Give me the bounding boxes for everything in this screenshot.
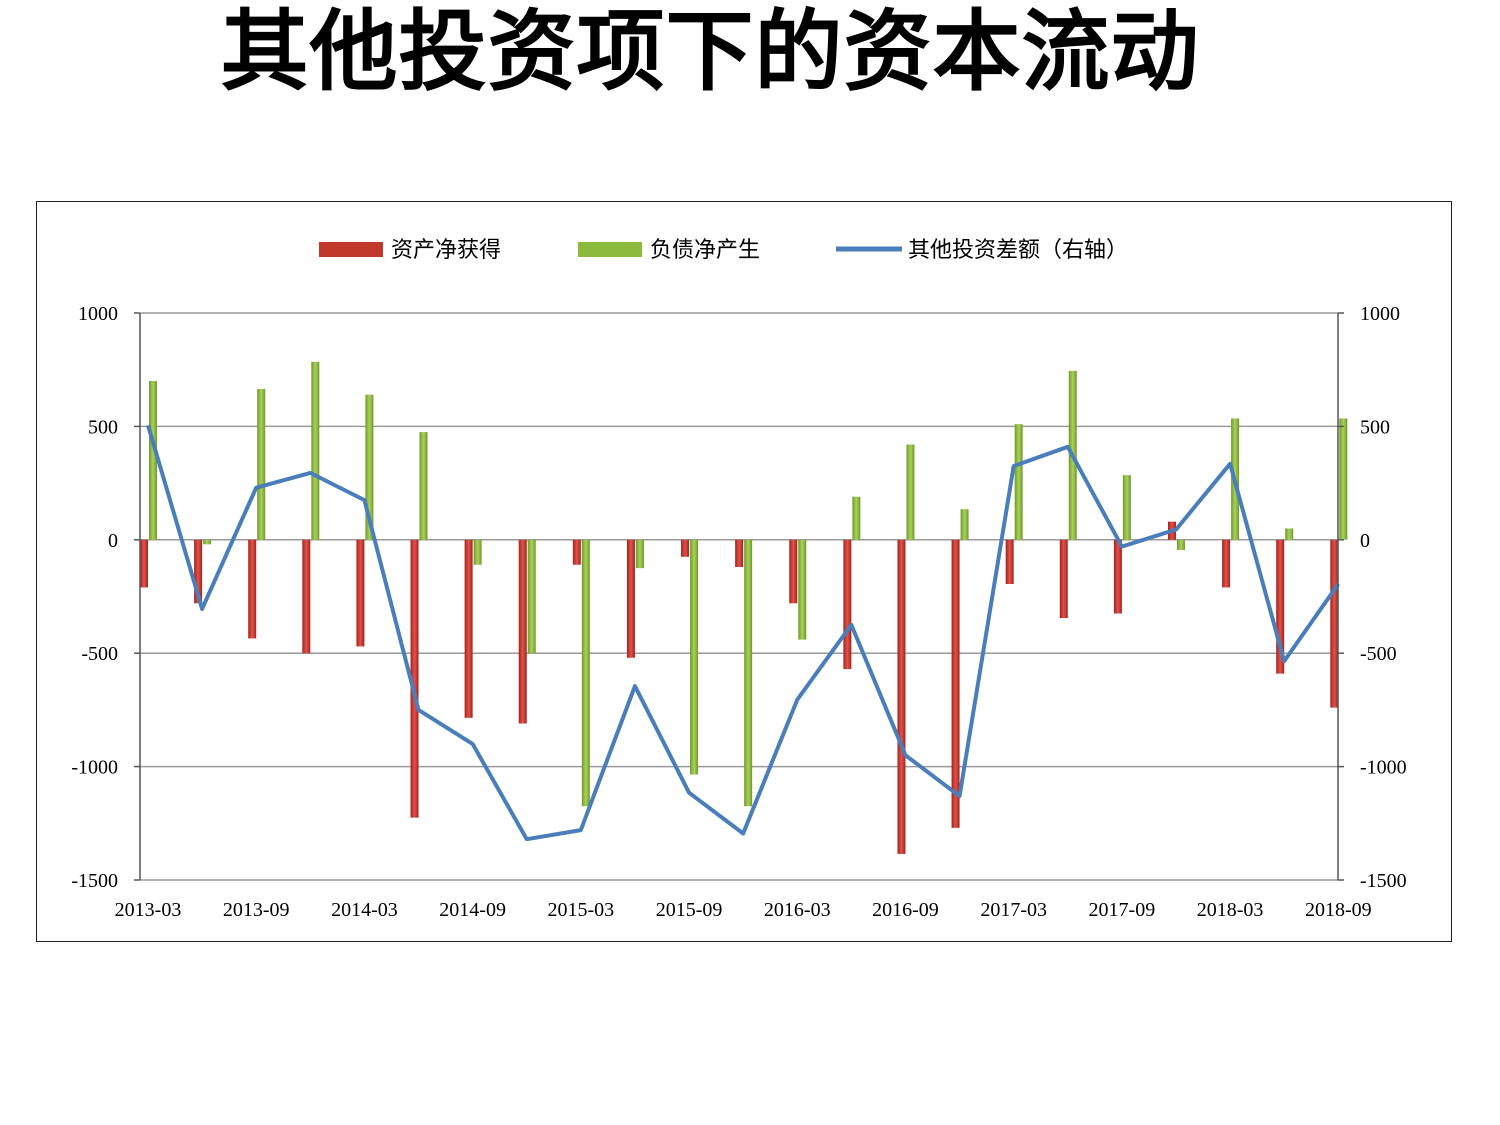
- bar-liability: [149, 381, 157, 540]
- bar-liability: [744, 539, 753, 807]
- bar-liability: [1339, 418, 1348, 540]
- bar-asset: [194, 539, 203, 604]
- bar-asset: [518, 539, 527, 724]
- bar-asset: [951, 539, 960, 828]
- bar-asset: [1222, 539, 1231, 588]
- bar-liability: [1122, 475, 1131, 540]
- bar-liability: [311, 361, 320, 540]
- bar-asset: [248, 539, 257, 639]
- combo-chart: 资产净获得 负债净产生 其他投资差额（右轴） 1000 1000 500 500 0 0 -50…: [71, 238, 1406, 921]
- legend: 资产净获得 负债净产生 其他投资差额（右轴）: [319, 238, 1128, 263]
- bar-liability: [581, 539, 590, 807]
- bar-asset: [735, 539, 744, 568]
- bar-asset: [572, 539, 581, 565]
- x-tick-label: 2015-03: [548, 899, 615, 921]
- bar-liability: [906, 444, 915, 540]
- bar-asset: [897, 539, 906, 854]
- bar-asset: [681, 539, 690, 557]
- chart-frame: 资产净获得 负债净产生 其他投资差额（右轴） 1000 1000 500 500 0 0 -50…: [36, 201, 1452, 942]
- bar-asset: [1330, 539, 1339, 708]
- y-tick-label-right: 0: [1360, 530, 1370, 552]
- bar-liability: [798, 539, 807, 640]
- bar-liability: [257, 388, 266, 540]
- bar-asset: [626, 539, 635, 658]
- y-tick-label-right: -1500: [1360, 870, 1407, 892]
- y-tick-label-left: 0: [108, 530, 118, 552]
- bar-liability: [960, 509, 969, 540]
- bar-liability: [852, 496, 861, 540]
- line-other-investment-balance: [146, 424, 1340, 842]
- bar-liability: [635, 539, 644, 569]
- y-tick-label-left: 1000: [78, 303, 118, 325]
- bar-asset: [410, 539, 419, 818]
- bar-liability: [203, 539, 212, 545]
- x-tick-label: 2016-03: [764, 899, 831, 921]
- x-tick-label: 2017-09: [1089, 899, 1156, 921]
- bar-asset: [1276, 539, 1285, 674]
- y-tick-label-left: -1000: [71, 757, 118, 779]
- y-tick-label-right: -1000: [1360, 757, 1407, 779]
- x-tick-label: 2016-09: [872, 899, 939, 921]
- bar-asset: [302, 539, 311, 654]
- x-tick-label: 2017-03: [980, 899, 1047, 921]
- bar-liability: [527, 539, 536, 654]
- gridlines: [140, 312, 1338, 881]
- bar-asset: [1005, 539, 1014, 585]
- legend-label: 负债净产生: [650, 238, 760, 263]
- bar-asset: [843, 539, 852, 670]
- y-tick-label-left: -1500: [71, 870, 118, 892]
- bar-liability: [365, 394, 374, 540]
- x-tick-label: 2014-09: [439, 899, 506, 921]
- bar-asset: [1113, 539, 1122, 614]
- y-tick-label-left: 500: [88, 416, 118, 438]
- bar-liability: [690, 539, 699, 775]
- legend-swatch: [578, 242, 642, 257]
- y-tick-label-right: 1000: [1360, 303, 1400, 325]
- y-tick-label-left: -500: [81, 643, 118, 665]
- bar-asset: [140, 539, 148, 588]
- bar-asset: [356, 539, 365, 647]
- x-tick-label: 2018-09: [1305, 899, 1372, 921]
- x-tick-label: 2014-03: [331, 899, 398, 921]
- page-title: 其他投资项下的资本流动: [220, 0, 1200, 103]
- bars: [140, 361, 1348, 854]
- bar-asset: [789, 539, 798, 604]
- bar-liability: [1014, 424, 1023, 540]
- bar-asset: [1059, 539, 1068, 619]
- bar-liability: [1285, 528, 1294, 540]
- legend-label: 资产净获得: [391, 238, 501, 263]
- bar-liability: [473, 539, 482, 565]
- bar-liability: [419, 432, 428, 540]
- line-series: [146, 424, 1340, 842]
- legend-label: 其他投资差额（右轴）: [908, 238, 1128, 263]
- y-tick-label-right: 500: [1360, 416, 1390, 438]
- y-tick-label-right: -500: [1360, 643, 1397, 665]
- legend-swatch: [319, 242, 383, 257]
- x-tick-label: 2013-09: [223, 899, 290, 921]
- axes: 1000 1000 500 500 0 0 -500 -500 -1000 -1000 -1500 -…: [71, 303, 1406, 921]
- x-tick-label: 2018-03: [1197, 899, 1264, 921]
- bar-asset: [464, 539, 473, 718]
- x-tick-label: 2015-09: [656, 899, 723, 921]
- x-tick-label: 2013-03: [115, 899, 182, 921]
- bar-liability: [1176, 539, 1185, 551]
